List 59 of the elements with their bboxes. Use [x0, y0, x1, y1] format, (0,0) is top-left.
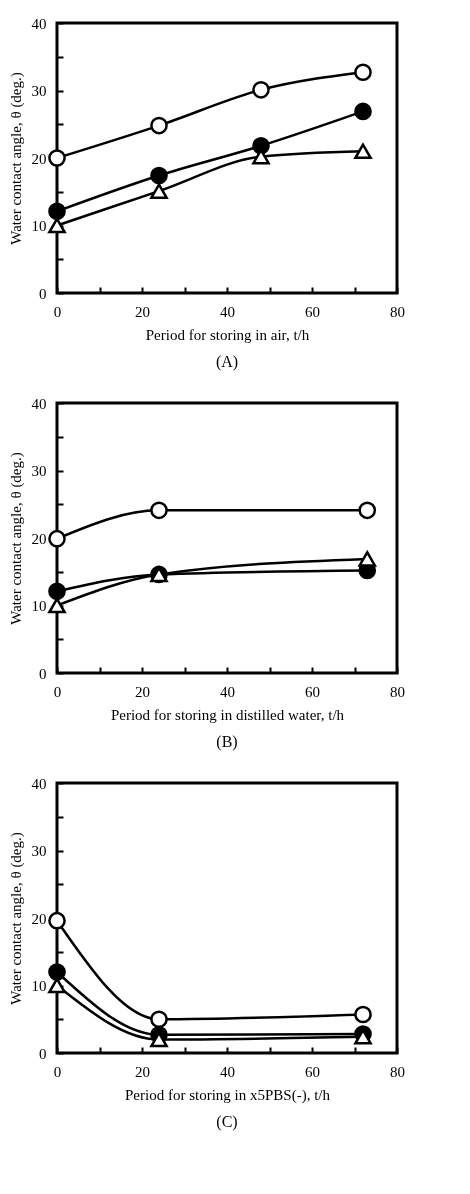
x-tick-label: 60: [305, 1063, 320, 1080]
x-tick-label: 20: [135, 303, 150, 320]
point: [48, 911, 66, 930]
y-axis-title: Water contact angle, θ (deg.): [7, 832, 25, 1005]
point: [48, 217, 66, 234]
y-tick-label: 30: [31, 463, 47, 479]
x-tick-label: 80: [390, 1063, 405, 1080]
y-tick-label: 0: [39, 1045, 47, 1062]
y-axis-title: Water contact angle, θ (deg.): [7, 452, 25, 625]
point: [48, 529, 66, 548]
y-tick-label: 20: [31, 150, 47, 167]
x-tick-label: 60: [305, 683, 320, 700]
point: [354, 1005, 372, 1024]
point: [150, 501, 168, 520]
x-tick-label: 0: [53, 683, 62, 700]
y-tick-label: 0: [39, 285, 47, 302]
x-tick-label: 20: [135, 1063, 150, 1080]
point: [150, 116, 168, 135]
point: [48, 202, 66, 221]
y-tick-label: 20: [31, 910, 47, 927]
point: [150, 1010, 168, 1029]
point: [48, 149, 66, 167]
y-tick-label: 10: [31, 978, 47, 994]
y-tick-label: 10: [31, 598, 47, 614]
text: (A): [215, 353, 239, 371]
x-axis-title: Period for storing in distilled water, t/h: [110, 706, 345, 723]
x-tick-label: 80: [390, 303, 405, 320]
y-tick-label: 20: [31, 530, 47, 547]
point: [48, 597, 66, 614]
y-axis-title: Water contact angle, θ (deg.): [7, 72, 25, 245]
x-tick-label: 80: [390, 683, 405, 700]
point: [150, 183, 168, 199]
point: [354, 102, 372, 121]
point: [48, 582, 66, 601]
y-tick-label: 40: [31, 395, 47, 412]
y-tick-label: 40: [31, 775, 47, 792]
x-axis-title: Period for storing in air, t/h: [145, 326, 310, 343]
point: [358, 501, 377, 520]
point: [354, 63, 372, 82]
point: [358, 551, 377, 567]
y-tick-label: 40: [31, 15, 47, 32]
point: [252, 81, 270, 99]
point: [354, 143, 372, 160]
x-tick-label: 40: [220, 1063, 235, 1080]
x-tick-label: 40: [220, 683, 235, 700]
y-tick-label: 30: [31, 843, 47, 859]
x-tick-label: 0: [53, 1063, 62, 1080]
point: [48, 963, 66, 981]
y-tick-label: 10: [31, 218, 47, 234]
x-axis-title: Period for storing in x5PBS(-), t/h: [125, 1086, 331, 1104]
x-tick-label: 60: [305, 303, 320, 320]
text: (C): [216, 1113, 238, 1131]
y-tick-label: 30: [31, 83, 47, 99]
text: (B): [216, 733, 238, 751]
point: [150, 166, 168, 185]
x-tick-label: 40: [220, 303, 235, 320]
x-tick-label: 20: [135, 683, 150, 700]
y-tick-label: 0: [39, 665, 47, 682]
x-tick-label: 0: [53, 303, 62, 320]
